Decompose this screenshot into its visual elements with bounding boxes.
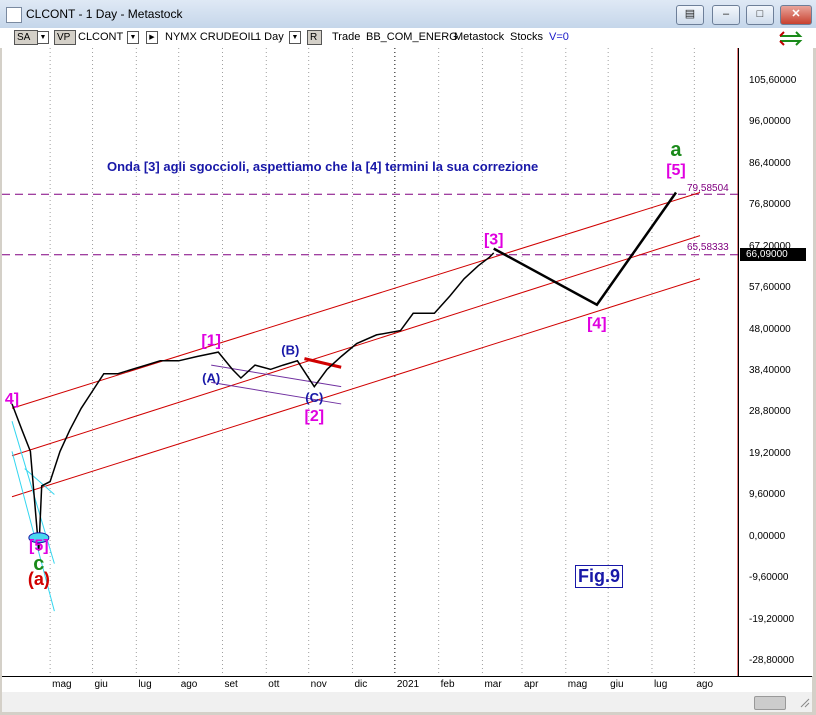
date-tick-label: apr xyxy=(523,679,539,690)
trend-channel-line-3 xyxy=(11,278,701,498)
sa-button[interactable]: SA xyxy=(14,30,38,45)
app-label: Metastock xyxy=(454,31,505,43)
restore-layout-button[interactable]: ▤ xyxy=(676,5,704,25)
figure-label: Fig.9 xyxy=(575,565,624,588)
r-button[interactable]: R xyxy=(307,30,322,45)
date-scale[interactable]: mag giu lug ago set ott nov dic 2021 feb mar apr mag… xyxy=(2,676,812,693)
price-tick-label: 19,20000 xyxy=(749,447,791,459)
wave-label: [5] xyxy=(29,538,49,555)
wave-low-marker xyxy=(28,532,50,544)
date-tick-label: mar xyxy=(484,679,502,690)
level-mid-label: 65,58333 xyxy=(687,242,729,253)
price-tick-label: -28,80000 xyxy=(749,655,795,666)
price-tick-label: 96,00000 xyxy=(749,116,791,128)
minimize-button[interactable]: – xyxy=(712,5,740,25)
date-tick-label: ago xyxy=(696,679,714,690)
wave-label: [4] xyxy=(587,315,607,332)
wave-label: [2] xyxy=(305,408,325,425)
chart-canvas[interactable]: 4][5]c(a)[1](A)(B)(C)[2][3][4][5]a xyxy=(2,48,738,676)
wave-projection-line xyxy=(493,191,678,307)
chart-annotation: Onda [3] agli sgoccioli, aspettiamo che … xyxy=(107,159,539,174)
window-title: CLCONT - 1 Day - Metastock xyxy=(26,7,183,21)
version-label: V=0 xyxy=(549,31,569,43)
wave-label: (C) xyxy=(305,390,323,405)
price-tick-label: 0,00000 xyxy=(749,530,786,542)
price-tick-label: 48,00000 xyxy=(749,323,791,335)
date-tick-label: set xyxy=(224,679,238,690)
date-tick-label: nov xyxy=(310,679,327,690)
wave-label: 4] xyxy=(5,391,19,408)
trend-channel-line-2 xyxy=(11,235,701,457)
date-tick-label: ott xyxy=(268,679,280,690)
wave-label: a xyxy=(670,139,682,161)
price-tick-label: -19,20000 xyxy=(749,613,795,625)
date-tick-label: giu xyxy=(610,679,624,690)
price-tick-label: 38,40000 xyxy=(749,365,791,376)
date-tick-label: giu xyxy=(94,679,108,690)
security-type-icon[interactable]: ▶ xyxy=(146,31,158,44)
group-label: BB_COM_ENERG xyxy=(366,31,458,43)
last-price-badge: 66,09000 xyxy=(740,248,806,261)
price-chart[interactable]: 4] [5] c (a) [1] (A) (B) (C) [2] [3] [4] [5] a Onda … xyxy=(2,48,738,676)
resize-grip-icon[interactable] xyxy=(798,696,810,708)
exchange-label: NYMX CRUDEOIL xyxy=(165,31,257,43)
date-tick-label: 2021 xyxy=(396,679,420,690)
correction-channel-line-2 xyxy=(211,381,342,405)
date-tick-label: mag xyxy=(567,679,588,690)
period-label[interactable]: 1 Day xyxy=(255,31,284,43)
close-button[interactable]: ✕ xyxy=(780,5,812,25)
vp-button[interactable]: VP xyxy=(54,30,76,45)
trend-channel-line-1 xyxy=(11,191,701,409)
date-tick-label: lug xyxy=(653,679,668,690)
scroll-thumb[interactable] xyxy=(754,696,786,710)
price-tick-label: 86,40000 xyxy=(749,157,791,169)
wave-label: [1] xyxy=(201,333,221,350)
price-tick-label: -9,60000 xyxy=(749,572,789,584)
date-tick-label: mag xyxy=(52,679,72,690)
trade-label[interactable]: Trade xyxy=(332,31,361,43)
date-tick-label: ago xyxy=(180,679,198,690)
date-tick-label: lug xyxy=(138,679,152,690)
price-scale[interactable]: 105,60000 96,00000 86,40000 76,80000 67,2000… xyxy=(687,48,813,676)
symbol-label[interactable]: CLCONT xyxy=(78,31,124,43)
price-tick-label: 76,80000 xyxy=(749,199,791,211)
date-tick-label: dic xyxy=(354,679,368,690)
cyan-channel-line-3 xyxy=(24,468,55,495)
wave-label: (A) xyxy=(202,370,220,385)
price-line xyxy=(11,252,495,551)
title-bar: CLCONT - 1 Day - Metastock ▤ – □ ✕ xyxy=(0,0,816,29)
horizontal-scrollbar[interactable] xyxy=(2,692,812,712)
wave-label: [5] xyxy=(666,162,686,179)
sa-dropdown-arrow[interactable]: ▼ xyxy=(37,31,49,44)
price-tick-label: 9,60000 xyxy=(749,489,786,501)
wave-label: (a) xyxy=(28,569,50,589)
price-tick-label: 57,60000 xyxy=(749,282,791,294)
wave-label: [3] xyxy=(484,231,504,248)
level-high-label: 79,58504 xyxy=(687,183,729,194)
price-tick-label: 28,80000 xyxy=(749,406,791,418)
symbol-dropdown-arrow[interactable]: ▼ xyxy=(127,31,139,44)
date-tick-label: feb xyxy=(440,679,455,690)
trade-arrows-icon[interactable] xyxy=(778,30,804,46)
cyan-channel-line-1 xyxy=(11,451,55,612)
breakout-segment xyxy=(304,357,342,369)
wave-label: (B) xyxy=(281,342,299,357)
period-dropdown-arrow[interactable]: ▼ xyxy=(289,31,301,44)
correction-channel-line-1 xyxy=(211,364,342,388)
type-label: Stocks xyxy=(510,31,544,43)
price-tick-label: 67,20000 xyxy=(749,240,791,252)
maximize-button[interactable]: □ xyxy=(746,5,774,25)
chart-app-icon xyxy=(6,7,22,23)
price-tick-label: 105,60000 xyxy=(749,75,797,86)
wave-label: c xyxy=(33,553,44,575)
chart-toolbar: SA ▼ VP CLCONT ▼ ▶ NYMX CRUDEOIL 1 Day ▼… xyxy=(0,28,816,48)
